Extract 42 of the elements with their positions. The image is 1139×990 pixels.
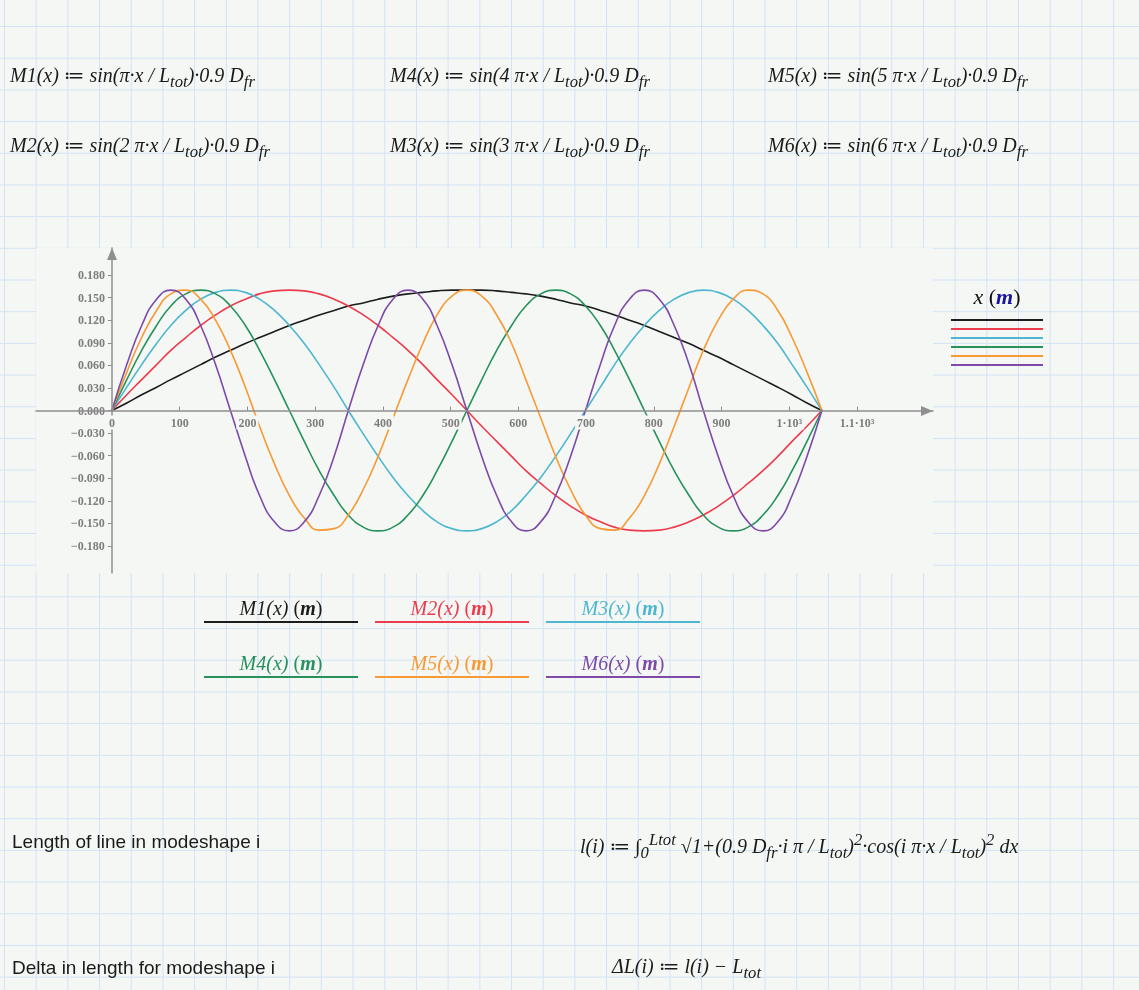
- y-tick-label: 0.120: [77, 313, 105, 328]
- x-tick-label: 1.1·10³: [839, 415, 875, 430]
- text: M4(x) (m): [239, 652, 323, 674]
- text: M6(x) (m): [581, 652, 665, 674]
- y-tick-label: −0.090: [71, 471, 105, 486]
- text: l(i) ≔ ∫$_{0}$$^{Ltot}$ √1+(0.9 D$_{fr}$·i π / L$_{tot}$)$^{2}$·cos(i π·x / L$_{tot}$)$^{2}$ dx: [580, 830, 1019, 862]
- text: M6(x) ≔ sin(6 π·x / L$_{tot}$)·0.9 D$_{fr}$: [768, 133, 1028, 163]
- text: Delta in length for modeshape i: [12, 956, 275, 980]
- text: M1(x) ≔ sin(π·x / L$_{tot}$)·0.9 D$_{fr}$: [10, 63, 255, 93]
- x-tick-label: 500: [441, 415, 460, 430]
- text: M1(x) (m): [239, 597, 323, 619]
- y-tick-label: −0.180: [71, 538, 105, 553]
- text: M3(x) ≔ sin(3 π·x / L$_{tot}$)·0.9 D$_{fr}$: [390, 133, 650, 163]
- text: M5(x) (m): [410, 652, 494, 674]
- x-axis-title: x (m): [973, 284, 1021, 309]
- y-tick-label: −0.060: [71, 448, 105, 463]
- text: M4(x) ≔ sin(4 π·x / L$_{tot}$)·0.9 D$_{fr}$: [390, 63, 650, 93]
- y-tick-label: 0.180: [77, 268, 105, 283]
- y-tick-label: 0.030: [77, 380, 105, 395]
- x-tick-label: 100: [170, 415, 189, 430]
- x-tick-label: 1·10³: [776, 415, 803, 430]
- y-tick-label: −0.030: [71, 426, 105, 441]
- y-tick-label: 0.150: [77, 290, 105, 305]
- y-tick-label: 0.060: [77, 358, 105, 373]
- x-tick-label: 900: [712, 415, 731, 430]
- text: M5(x) ≔ sin(5 π·x / L$_{tot}$)·0.9 D$_{fr}$: [768, 63, 1028, 93]
- text: M3(x) (m): [581, 597, 665, 619]
- x-tick-label: 800: [644, 415, 663, 430]
- text: Length of line in modeshape i: [12, 830, 261, 854]
- x-tick-label: 400: [373, 415, 392, 430]
- x-tick-label: 200: [238, 415, 257, 430]
- line-series: [111, 289, 823, 412]
- y-tick-label: −0.120: [71, 493, 105, 508]
- text: M2(x) ≔ sin(2 π·x / L$_{tot}$)·0.9 D$_{fr}$: [10, 133, 270, 163]
- x-tick-label: 600: [509, 415, 528, 430]
- text: ΔL(i) ≔ l(i) − L$_{tot}$: [612, 954, 762, 984]
- y-tick-label: −0.150: [71, 516, 105, 531]
- text: M2(x) (m): [410, 597, 494, 619]
- y-tick-label: 0.090: [77, 335, 105, 350]
- x-tick-label: 700: [577, 415, 596, 430]
- x-tick-label: 300: [306, 415, 325, 430]
- x-tick-label: 0: [108, 415, 115, 430]
